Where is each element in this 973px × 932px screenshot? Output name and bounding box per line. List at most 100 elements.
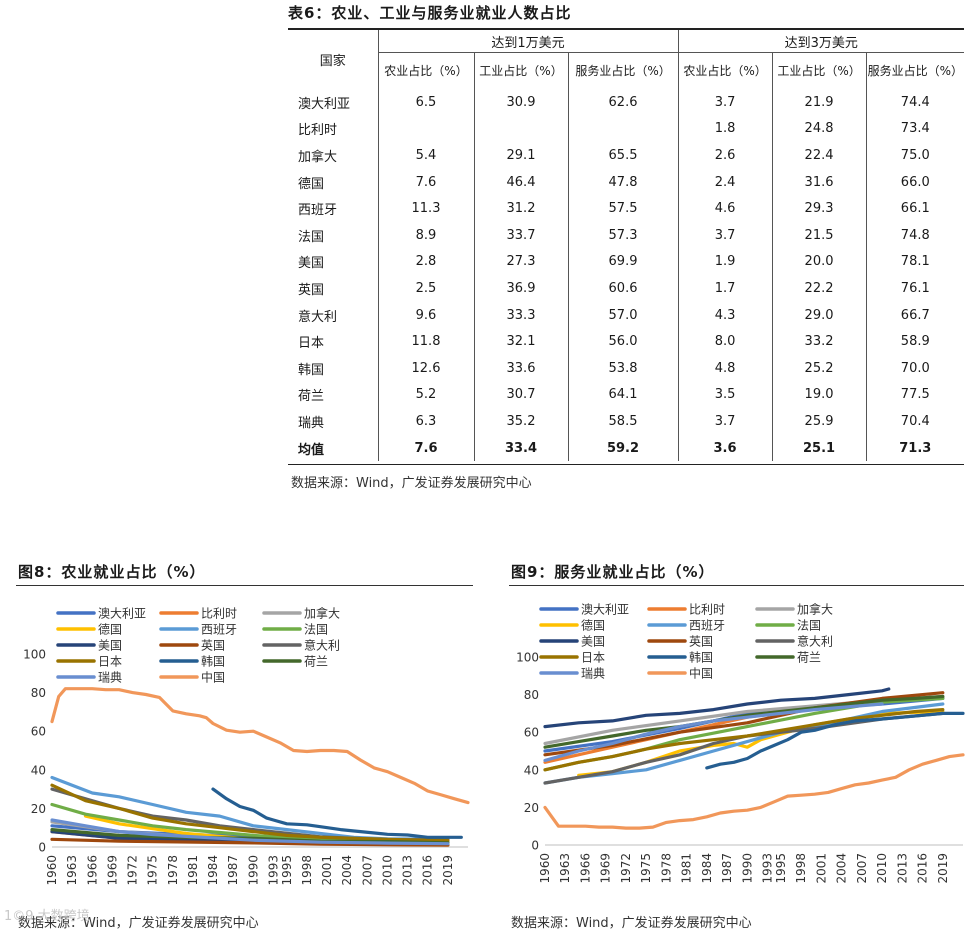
table-average-row: 均值 7.6 33.4 59.2 3.6 25.1 71.3 — [288, 434, 964, 462]
value-cell: 20.0 — [772, 248, 867, 276]
employment-share-table: 国家 达到1万美元 达到3万美元 农业占比（%） 工业占比（%） 服务业占比（%… — [288, 30, 965, 462]
legend-label: 法国 — [304, 623, 328, 637]
legend-label: 加拿大 — [797, 602, 833, 617]
value-cell: 71.3 — [899, 440, 932, 456]
country-cell: 韩国 — [288, 354, 379, 382]
value-cell: 35.2 — [474, 408, 569, 435]
y-tick-label: 60 — [31, 725, 46, 739]
value-cell: 4.3 — [678, 301, 773, 329]
country-cell: 加拿大 — [288, 142, 379, 169]
x-tick-label: 2019 — [441, 855, 455, 886]
value-cell: 25.9 — [772, 408, 867, 435]
x-tick-label: 1975 — [639, 853, 653, 884]
value-cell: 5.4 — [378, 142, 475, 169]
legend-label: 澳大利亚 — [98, 607, 146, 621]
value-cell: 6.3 — [378, 408, 475, 435]
value-cell: 57.0 — [568, 301, 679, 329]
legend-label: 美国 — [98, 639, 122, 653]
value-cell: 19.0 — [772, 381, 867, 409]
legend-label: 日本 — [98, 655, 122, 669]
value-cell: 60.6 — [568, 275, 679, 302]
legend-label: 美国 — [581, 635, 605, 649]
x-tick-label: 1966 — [85, 855, 99, 886]
value-cell: 7.6 — [378, 168, 475, 196]
x-tick-label: 1963 — [65, 855, 79, 886]
y-tick-label: 0 — [531, 839, 539, 853]
value-cell: 25.2 — [772, 354, 867, 382]
value-cell: 66.7 — [900, 307, 930, 323]
x-tick-label: 2004 — [835, 853, 849, 884]
value-cell: 53.8 — [568, 354, 679, 382]
table-row: 法国 8.9 33.7 57.3 3.7 21.5 74.8 — [288, 221, 964, 249]
value-cell: 11.8 — [378, 328, 475, 355]
value-cell: 1.8 — [678, 115, 773, 143]
value-cell: 31.6 — [772, 168, 867, 196]
value-cell: 29.1 — [474, 142, 569, 169]
x-tick-label: 2007 — [360, 855, 374, 886]
country-cell: 意大利 — [288, 301, 379, 329]
series-line — [50, 818, 450, 846]
fig9-rule — [509, 585, 964, 586]
table-row: 澳大利亚 6.5 30.9 62.6 3.7 21.9 74.4 — [288, 89, 964, 116]
value-cell: 5.2 — [378, 381, 475, 409]
table-row: 美国 2.8 27.3 69.9 1.9 20.0 78.1 — [288, 248, 964, 276]
series-line — [543, 687, 891, 729]
legend-label: 韩国 — [689, 650, 713, 665]
value-cell: 70.4 — [900, 413, 930, 429]
value-cell: 1.9 — [678, 248, 773, 276]
subheader-agri-10k: 农业占比（%） — [378, 52, 475, 89]
value-cell: 65.5 — [568, 142, 679, 169]
value-cell: 25.1 — [772, 434, 867, 462]
x-tick-label: 1984 — [700, 853, 714, 884]
value-cell: 3.6 — [678, 434, 773, 462]
x-tick-label: 2007 — [855, 853, 869, 884]
table-row: 日本 11.8 32.1 56.0 8.0 33.2 58.9 — [288, 328, 964, 355]
legend-label: 中国 — [689, 666, 713, 681]
x-tick-label: 2001 — [320, 855, 334, 886]
series-line — [543, 707, 945, 772]
legend-label: 西班牙 — [201, 623, 237, 637]
value-cell: 29.0 — [772, 301, 867, 329]
value-cell: 6.5 — [378, 89, 475, 116]
y-tick-label: 100 — [23, 648, 46, 662]
watermark: 1©9 大数跨境 — [4, 909, 90, 924]
value-cell: 58.9 — [900, 334, 930, 350]
value-cell: 33.3 — [474, 301, 569, 329]
legend-label: 日本 — [581, 651, 605, 665]
country-cell: 澳大利亚 — [288, 89, 379, 116]
x-tick-label: 1966 — [578, 853, 592, 884]
x-tick-label: 1995 — [774, 853, 788, 884]
subheader-ind-10k: 工业占比（%） — [474, 52, 569, 89]
x-tick-label: 1998 — [300, 855, 314, 886]
fig9-source: 数据来源：Wind，广发证券发展研究中心 — [511, 916, 752, 931]
legend-label: 意大利 — [304, 638, 340, 653]
y-tick-label: 20 — [31, 802, 46, 816]
country-cell: 英国 — [288, 275, 379, 302]
table-bottom-rule — [288, 464, 964, 465]
series-line — [543, 694, 945, 764]
fig8-source: 数据来源：Wind，广发证券发展研究中心 — [18, 916, 259, 931]
value-cell: 1.7 — [678, 275, 773, 302]
value-cell: 66.1 — [900, 201, 930, 217]
value-cell: 24.8 — [772, 115, 867, 143]
legend-label: 比利时 — [201, 607, 237, 621]
series-line — [705, 711, 965, 770]
legend-label: 英国 — [201, 639, 225, 653]
value-cell: 56.0 — [568, 328, 679, 355]
x-tick-label: 2016 — [916, 853, 930, 884]
table-row: 意大利 9.6 33.3 57.0 4.3 29.0 66.7 — [288, 301, 964, 329]
country-cell: 法国 — [288, 221, 379, 249]
x-tick-label: 1993 — [760, 853, 774, 884]
legend-label: 德国 — [581, 618, 605, 633]
country-cell: 均值 — [288, 434, 379, 462]
y-tick-label: 60 — [524, 726, 539, 740]
value-cell: 22.4 — [772, 142, 867, 169]
legend-label: 英国 — [689, 635, 713, 649]
x-tick-label: 1969 — [599, 853, 613, 884]
value-cell: 8.0 — [678, 328, 773, 355]
x-tick-label: 1984 — [206, 855, 220, 886]
value-cell: 3.5 — [678, 381, 773, 409]
value-cell: 36.9 — [474, 275, 569, 302]
x-tick-label: 1981 — [186, 855, 200, 886]
